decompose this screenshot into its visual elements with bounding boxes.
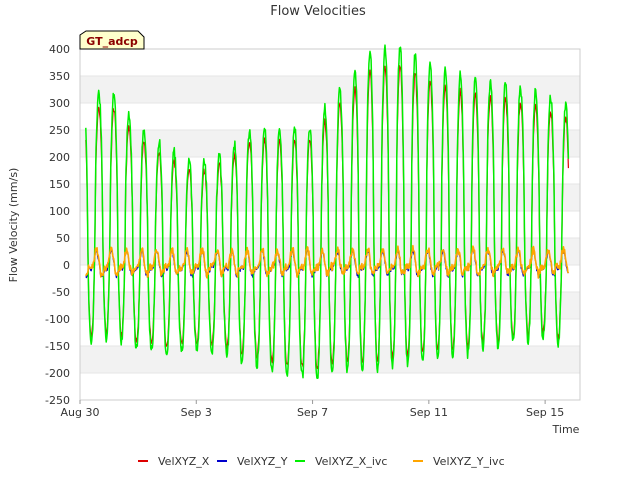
y-tick-label: -200 — [45, 367, 70, 380]
badge-box — [79, 30, 145, 50]
site-badge: GT_adcp — [79, 30, 145, 50]
y-tick-label: 150 — [49, 178, 70, 191]
legend-label: VelXYZ_X_ivc — [315, 455, 387, 468]
legend-label: VelXYZ_X — [158, 455, 210, 468]
legend-label: VelXYZ_Y_ivc — [433, 455, 505, 468]
background-bands — [80, 76, 580, 373]
series-line-VelXYZ_X_ivc — [85, 44, 570, 380]
series-line-VelXYZ_Y_ivc — [85, 244, 570, 279]
badge-label: GT_adcp — [86, 35, 138, 48]
x-axis: Aug 30 Sep 3 Sep 7 Sep 11 Sep 15 — [61, 400, 564, 419]
y-tick-label: 50 — [56, 232, 70, 245]
y-tick-label: -250 — [45, 394, 70, 407]
plot-area — [79, 48, 581, 401]
y-tick-label: -100 — [45, 313, 70, 326]
legend: VelXYZ_X VelXYZ_Y VelXYZ_X_ivc VelXYZ_Y_ivc — [138, 455, 505, 468]
y-tick-label: -50 — [52, 286, 70, 299]
y-tick-label: 0 — [63, 259, 70, 272]
x-tick-label: Aug 30 — [61, 406, 100, 419]
band — [80, 184, 580, 211]
y-tick-label: 100 — [49, 205, 70, 218]
band — [80, 130, 580, 157]
x-tick-label: Sep 15 — [526, 406, 564, 419]
y-tick-label: 350 — [49, 70, 70, 83]
y-axis-label: Flow Velocity (mm/s) — [7, 168, 20, 283]
legend-label: VelXYZ_Y — [237, 455, 288, 468]
series-layer — [85, 44, 570, 380]
x-axis-label: Time — [552, 423, 580, 436]
y-tick-label: 400 — [49, 43, 70, 56]
band — [80, 76, 580, 103]
chart-title: Flow Velocities — [270, 4, 366, 19]
y-axis: -250 -200 -150 -100 -50 0 50 100 150 200 250 300 350… — [45, 43, 70, 407]
y-tick-label: -150 — [45, 340, 70, 353]
x-tick-label: Sep 11 — [410, 406, 448, 419]
y-tick-label: 300 — [49, 97, 70, 110]
x-tick-label: Sep 7 — [297, 406, 328, 419]
y-tick-label: 200 — [49, 151, 70, 164]
y-tick-label: 250 — [49, 124, 70, 137]
x-tick-label: Sep 3 — [181, 406, 212, 419]
